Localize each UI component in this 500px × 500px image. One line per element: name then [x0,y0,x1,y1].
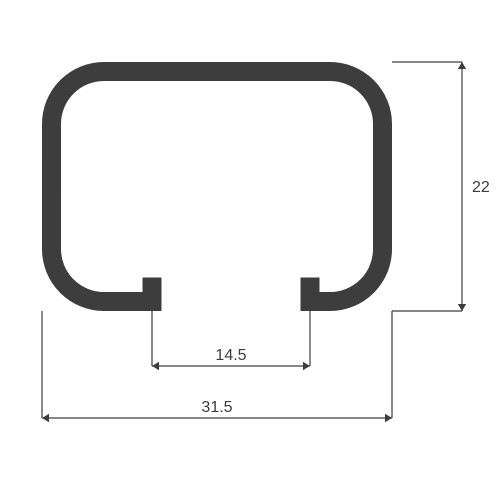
height-label: 22 [472,179,490,196]
technical-drawing: 31.5 14.5 22 [0,0,500,500]
gap-width-label: 14.5 [215,347,246,364]
overall-width-label: 31.5 [201,399,232,416]
profile-shape [52,72,383,302]
dimension-height [392,62,466,311]
